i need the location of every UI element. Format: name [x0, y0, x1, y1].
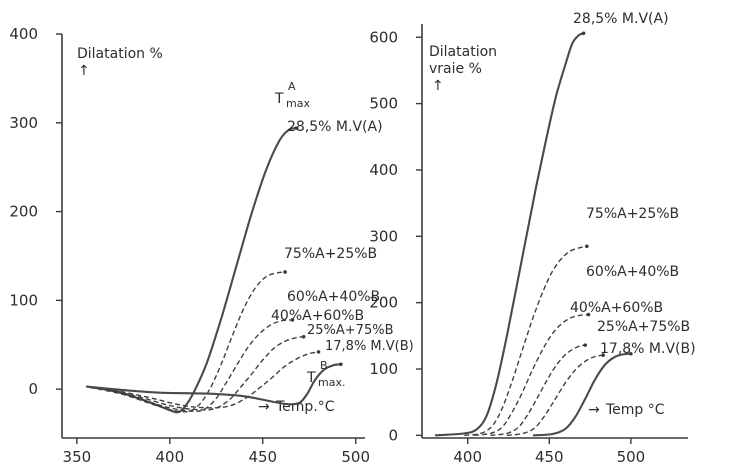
- left-series-line-2: [89, 271, 286, 413]
- left-series-end-point-2: [283, 270, 287, 274]
- right-y-tick-label: 300: [369, 227, 398, 245]
- right-x-label: Temp °C: [605, 402, 665, 418]
- left-label-a: 28,5% M.V(A): [287, 119, 383, 135]
- right-label-60a: 60%A+40%B: [586, 264, 679, 280]
- right-label-75a: 75%A+25%B: [586, 206, 679, 222]
- right-y-arrow: ↑: [432, 78, 444, 94]
- right-y-tick-label: 0: [388, 426, 398, 444]
- right-x-label-arrow: →: [588, 402, 600, 418]
- left-y-tick-label: 200: [9, 203, 38, 221]
- left-series-end-point-6: [339, 362, 343, 367]
- left-chart: 350 400 450 500 0 100 200 300 400 Dilatation % ↑…: [9, 25, 413, 466]
- right-series-line-3: [474, 313, 589, 436]
- left-y-tick-label: 100: [9, 291, 38, 309]
- right-series-line-2: [464, 245, 587, 436]
- right-series-end-point-2: [585, 244, 589, 249]
- right-x-tick-label: 500: [617, 448, 646, 466]
- left-y-tick-label: 0: [28, 380, 38, 398]
- right-y-label-1: Dilatation: [429, 44, 497, 60]
- right-series-end-point-3: [586, 312, 591, 317]
- tmax-a-t: T: [274, 91, 284, 107]
- left-x-label: Temp.°C: [275, 399, 335, 415]
- right-series-line-1: [435, 32, 584, 437]
- right-label-b: 17,8% M.V(B): [600, 341, 696, 357]
- tmax-b-sub: max.: [318, 376, 345, 389]
- left-series-line-1: [86, 127, 297, 414]
- left-y-label: Dilatation %: [77, 46, 163, 62]
- right-label-a: 28,5% M.V(A): [573, 11, 669, 27]
- left-series-line-4: [99, 336, 304, 411]
- right-y-tick-label: 400: [369, 161, 398, 179]
- left-x-tick-label: 400: [155, 448, 184, 466]
- left-y-arrow: ↑: [78, 63, 90, 79]
- right-series-end-point-1: [581, 31, 586, 36]
- left-label-40a: 40%A+60%B: [271, 308, 364, 324]
- tmax-b-annotation: T B max.: [306, 359, 345, 389]
- right-label-25a: 25%A+75%B: [597, 319, 690, 335]
- right-x-tick-label: 450: [535, 448, 564, 466]
- left-x-tick-label: 450: [248, 448, 277, 466]
- right-series-end-point-6: [629, 351, 633, 356]
- right-series-end-point-5: [601, 353, 605, 357]
- tmax-a-sub: max: [286, 97, 310, 110]
- left-label-75a: 75%A+25%B: [284, 246, 377, 262]
- left-series-end-point-3: [290, 318, 295, 322]
- left-label-b: 17,8% M.V(B): [325, 339, 414, 354]
- right-series-line-6: [532, 352, 632, 437]
- right-series-line-5: [506, 354, 604, 436]
- left-series-end-point-4: [301, 334, 306, 339]
- right-y-label-2: vraie %: [429, 61, 482, 77]
- left-series-line-5: [104, 351, 319, 409]
- right-series-end-point-4: [583, 343, 587, 347]
- right-y-tick-label: 200: [369, 294, 398, 312]
- right-y-tick-label: 100: [369, 360, 398, 378]
- tmax-b-t: T: [306, 370, 316, 386]
- tmax-b-super: B: [320, 359, 328, 372]
- left-series-end-point-5: [316, 350, 321, 354]
- left-y-tick-label: 400: [9, 25, 38, 43]
- tmax-a-annotation: T A max: [274, 80, 310, 110]
- left-label-60a: 60%A+40%B: [287, 289, 380, 305]
- left-series-end-point-1: [294, 126, 299, 130]
- left-x-tick-label: 500: [341, 448, 370, 466]
- right-y-tick-label: 600: [369, 28, 398, 46]
- left-series-line-6: [86, 363, 341, 406]
- left-series-line-3: [95, 319, 293, 413]
- tmax-a-super: A: [288, 80, 296, 93]
- left-y-tick-label: 300: [9, 114, 38, 132]
- right-y-tick-label: 500: [369, 95, 398, 113]
- right-label-40a: 40%A+60%B: [570, 300, 663, 316]
- left-x-label-arrow: →: [258, 399, 270, 415]
- left-label-25a: 25%A+75%B: [307, 323, 394, 338]
- left-x-tick-label: 350: [63, 448, 92, 466]
- right-x-tick-label: 400: [453, 448, 482, 466]
- right-series-line-4: [490, 344, 586, 436]
